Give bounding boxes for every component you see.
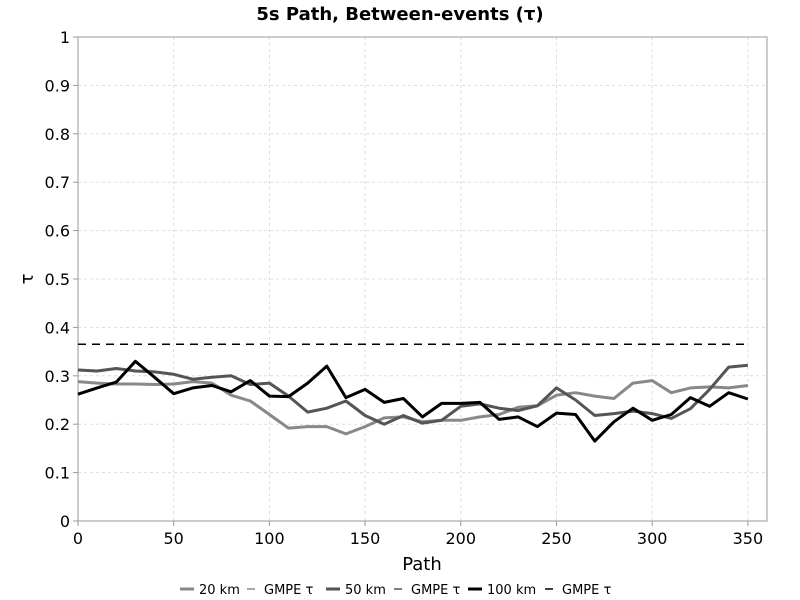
y-tick-label: 0.1 bbox=[45, 464, 70, 483]
x-tick-label: 200 bbox=[446, 529, 477, 548]
y-tick-label: 0.2 bbox=[45, 415, 70, 434]
y-tick-label: 0 bbox=[60, 512, 70, 531]
y-axis: 0 0.1 0.2 0.3 0.4 0.5 0.6 0.7 0.8 0.9 1 bbox=[45, 28, 78, 531]
legend-label: GMPE τ bbox=[411, 583, 460, 598]
legend-label: 50 km bbox=[345, 583, 386, 598]
chart-title: 5s Path, Between-events (τ) bbox=[256, 4, 543, 25]
legend-label: 20 km bbox=[199, 583, 240, 598]
y-tick-label: 0.6 bbox=[45, 222, 70, 241]
y-axis-label: τ bbox=[17, 274, 38, 285]
y-tick-label: 0.9 bbox=[45, 76, 70, 95]
x-axis-label: Path bbox=[402, 554, 442, 575]
series-line-2 bbox=[77, 363, 749, 426]
x-tick-label: 0 bbox=[73, 529, 83, 548]
legend-label: GMPE τ bbox=[264, 583, 313, 598]
y-tick-label: 0.8 bbox=[45, 125, 70, 144]
x-tick-label: 250 bbox=[541, 529, 572, 548]
x-tick-label: 150 bbox=[350, 529, 381, 548]
legend-label: 100 km bbox=[487, 583, 536, 598]
series-layer bbox=[77, 343, 749, 443]
y-tick-label: 0.3 bbox=[45, 367, 70, 386]
x-axis: 0 50 100 150 200 250 300 350 bbox=[73, 521, 763, 548]
y-tick-label: 1 bbox=[60, 28, 70, 47]
series-line-4 bbox=[77, 359, 749, 443]
legend-label: GMPE τ bbox=[562, 583, 611, 598]
legend: 20 km GMPE τ 50 km GMPE τ 100 km GMPE τ bbox=[180, 583, 611, 598]
y-tick-label: 0.4 bbox=[45, 318, 70, 337]
x-tick-label: 300 bbox=[637, 529, 668, 548]
y-tick-label: 0.5 bbox=[45, 270, 70, 289]
x-tick-label: 350 bbox=[733, 529, 764, 548]
y-tick-label: 0.7 bbox=[45, 173, 70, 192]
x-tick-label: 100 bbox=[254, 529, 285, 548]
x-tick-label: 50 bbox=[164, 529, 184, 548]
grid bbox=[78, 37, 767, 521]
